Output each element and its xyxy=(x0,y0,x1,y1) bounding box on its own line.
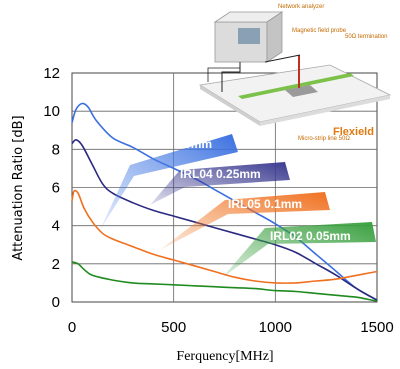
callout-irl04-025: IRL04 0.25mm xyxy=(150,162,290,205)
callout-irl04-025-ribbon xyxy=(150,162,290,205)
callout-irl05-01-ribbon xyxy=(160,192,330,250)
x-tick-label: 0 xyxy=(68,319,76,336)
inset-label-termination: 50Ω termination xyxy=(345,34,388,40)
series-line-3 xyxy=(71,189,378,284)
inset-illustration: Network analyzer Magnetic field probe 50… xyxy=(198,4,392,142)
x-tick-label: 1500 xyxy=(360,319,393,336)
y-tick-label: 6 xyxy=(52,180,60,197)
inset-label-probe: Magnetic field probe xyxy=(292,28,347,34)
inset-label-microstrip: Micro-strip line 50Ω xyxy=(298,136,350,142)
y-tick-label: 2 xyxy=(52,256,60,273)
inset-cable-3 xyxy=(207,62,241,82)
y-tick-label: 8 xyxy=(52,141,60,158)
callout-irl04-025-label: IRL04 0.25mm xyxy=(180,167,261,181)
callout-irl02-005-label: IRL02 0.05mm xyxy=(270,229,351,243)
series-line-4 xyxy=(71,261,378,302)
callout-irl04-05: IRL04 0.5mm xyxy=(100,134,238,230)
inset-label-flexield: Flexield xyxy=(333,126,374,138)
x-axis-ticks: 0 500 1000 1500 xyxy=(68,319,394,336)
inset-board-edge xyxy=(200,85,260,126)
inset-label-analyzer: Network analyzer xyxy=(278,4,324,10)
callout-irl04-05-ribbon xyxy=(100,134,238,230)
callout-irl02-005-ribbon xyxy=(222,222,376,278)
inset-microstrip xyxy=(238,73,354,99)
y-tick-label: 0 xyxy=(52,294,60,311)
x-axis-title: Ferquency[MHz] xyxy=(176,349,273,364)
x-tick-label: 500 xyxy=(161,319,186,336)
callout-irl02-005: IRL02 0.05mm xyxy=(222,222,376,278)
y-axis-ticks: 0 2 4 6 8 10 12 xyxy=(43,65,60,311)
callout-irl05-01-label: IRL05 0.1mm xyxy=(228,197,302,211)
y-tick-label: 4 xyxy=(52,218,60,235)
inset-flexield-sheet xyxy=(285,85,318,97)
inset-analyzer-side xyxy=(266,11,283,63)
y-tick-label: 10 xyxy=(43,103,60,120)
y-tick-label: 12 xyxy=(43,65,60,82)
series-line-2 xyxy=(71,139,378,301)
callout-irl05-01: IRL05 0.1mm xyxy=(160,192,330,250)
inset-board-edge-right xyxy=(260,95,390,126)
inset-analyzer-screen xyxy=(238,28,260,44)
y-axis-title: Attenuation Ratio [dB] xyxy=(11,115,26,260)
x-tick-label: 1000 xyxy=(259,319,292,336)
inset-cable-2 xyxy=(264,54,301,63)
callout-irl04-05-label: IRL04 0.5mm xyxy=(138,137,212,151)
